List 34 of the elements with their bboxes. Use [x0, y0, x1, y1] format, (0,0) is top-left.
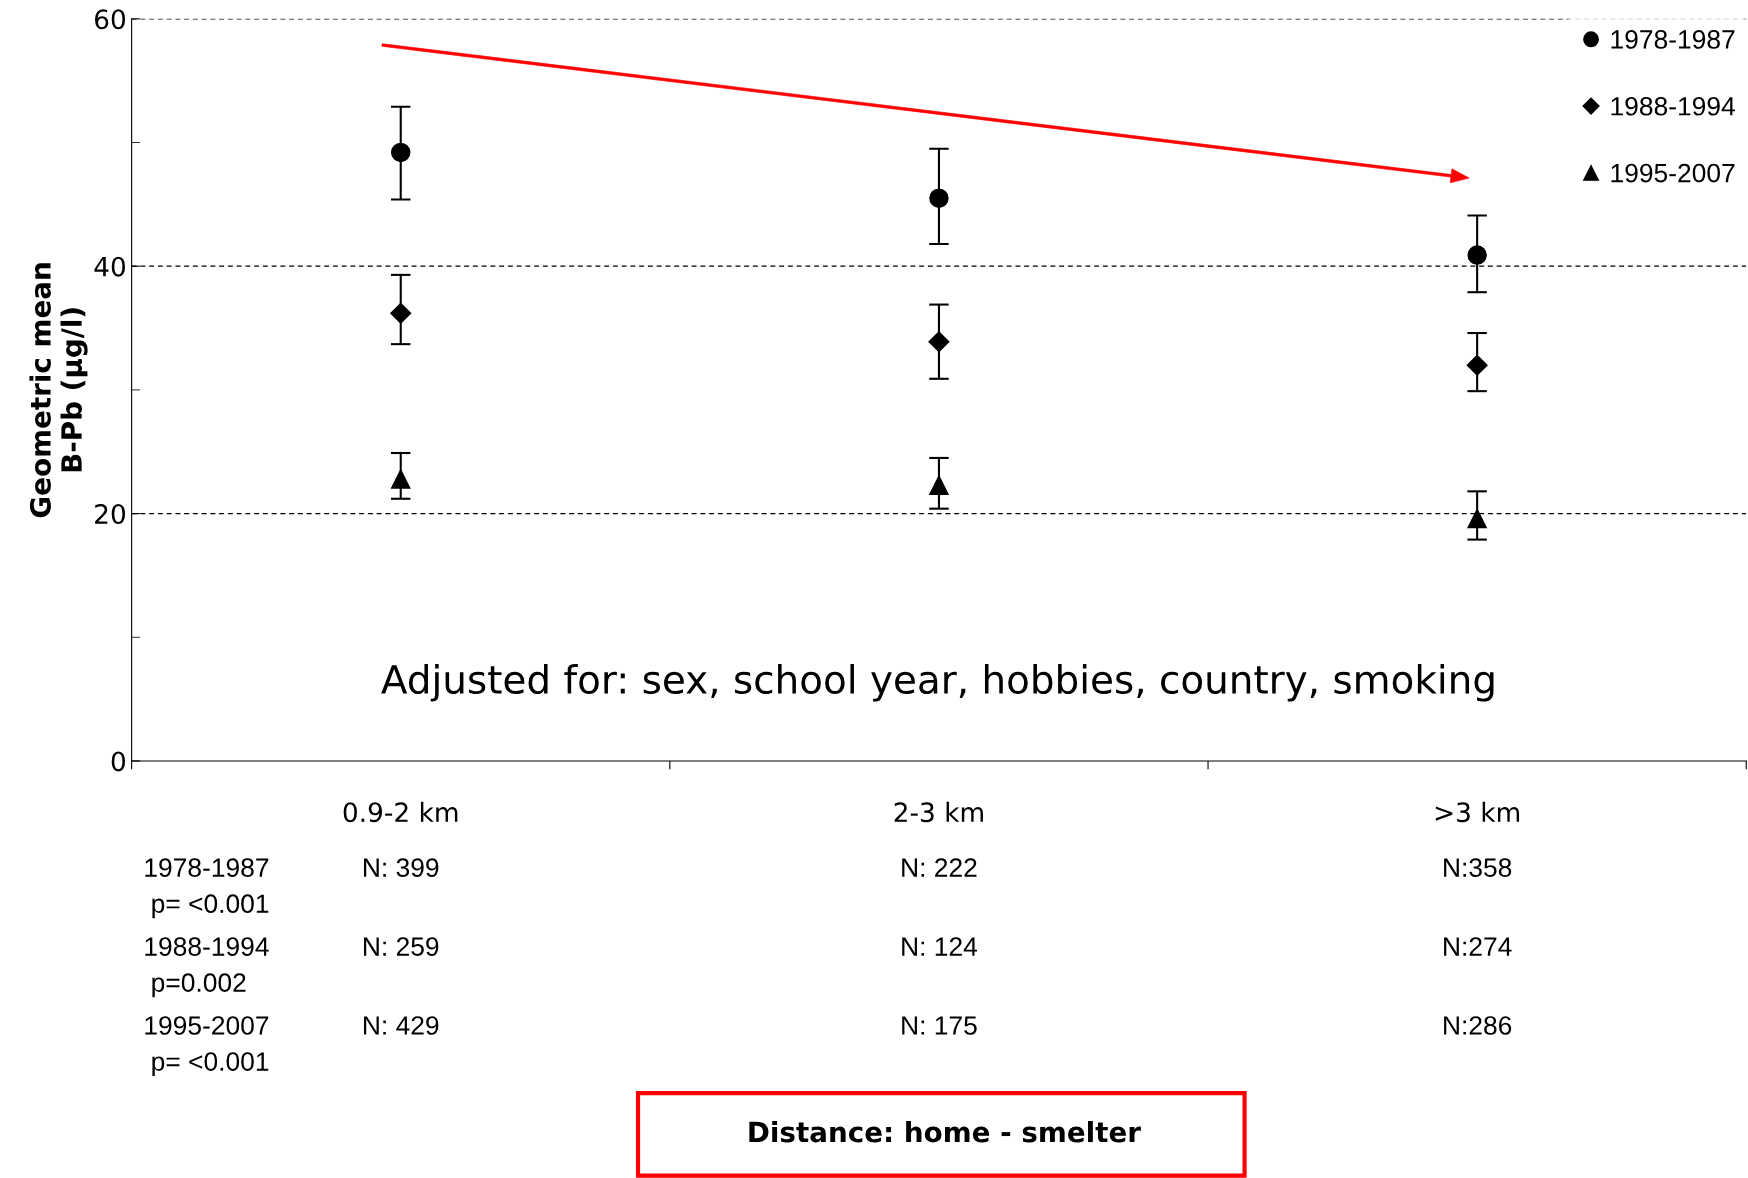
- y-tick-label: 20: [95, 504, 126, 525]
- y-tick-label: 60: [95, 9, 126, 30]
- y-tick-label: 40: [94, 256, 126, 277]
- x-tick-label: 0.9-2 km: [343, 801, 458, 823]
- point: [929, 188, 949, 208]
- legend-label: 1988-1994: [1611, 96, 1735, 116]
- point: [1466, 354, 1488, 376]
- point: [1467, 245, 1487, 265]
- y-axis-title: Geometric mean B-Pb (µg/l): [29, 263, 88, 518]
- text: N: 399: [364, 858, 439, 877]
- x-tick-label: >3 km: [1435, 801, 1520, 823]
- point: [1467, 508, 1487, 529]
- legend-label: 1978-1987: [1611, 30, 1735, 49]
- point: [928, 331, 950, 353]
- text: 1995-2007 p= <0.001: [145, 1016, 269, 1077]
- point: [390, 302, 412, 324]
- text: N:274: [1444, 937, 1512, 956]
- text: N: 222: [902, 858, 977, 877]
- point: [929, 475, 949, 495]
- text: Distance: home - smelter: [749, 1120, 1141, 1143]
- annotation: Adjusted for: sex, school year, hobbies, country, smoking: [381, 663, 1494, 702]
- point: [391, 142, 411, 163]
- text: N: 175: [902, 1016, 977, 1035]
- point: [391, 469, 411, 489]
- text: 1988-1994 p=0.002: [145, 937, 269, 998]
- text: N: 124: [902, 937, 978, 956]
- legend-label: 1995-2007: [1611, 163, 1735, 183]
- x-tick-label: 2-3 km: [894, 801, 983, 823]
- text: N: 259: [364, 937, 439, 956]
- text: 1978-1987 p= <0.001: [145, 858, 269, 919]
- text: N: 429: [364, 1016, 439, 1035]
- y-tick-label: 0: [111, 751, 126, 772]
- text: N:358: [1444, 858, 1512, 877]
- text: N:286: [1444, 1016, 1512, 1035]
